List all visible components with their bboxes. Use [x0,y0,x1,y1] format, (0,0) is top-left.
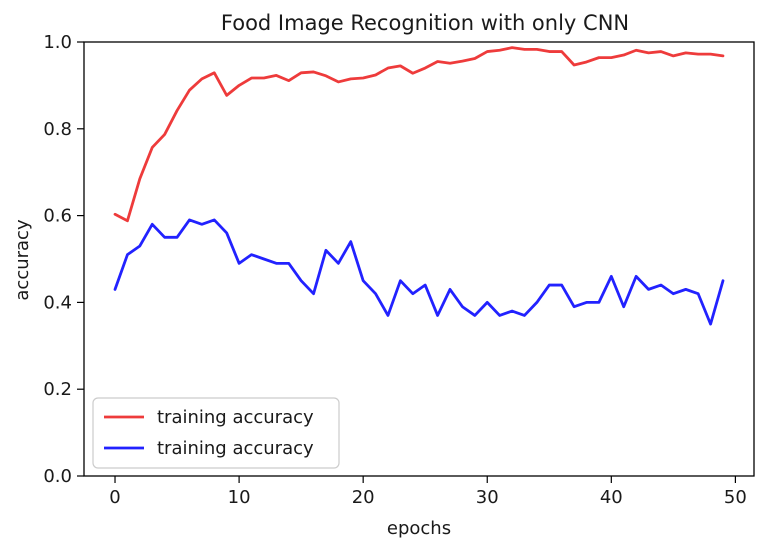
y-tick-label: 0.6 [43,206,72,227]
x-tick-label: 30 [476,487,499,508]
x-tick-label: 20 [352,487,375,508]
y-tick-label: 0.2 [43,379,72,400]
chart-title: Food Image Recognition with only CNN [221,11,629,35]
legend-label-series-2: training accuracy [157,438,314,459]
x-axis-label: epochs [387,518,451,539]
y-axis-label: accuracy [12,219,33,301]
series-line-red [113,46,725,223]
legend: training accuracy training accuracy [92,397,340,469]
plot-area [83,41,755,477]
y-axis-ticks: 0.0 0.2 0.4 0.6 0.8 1.0 [43,32,84,487]
x-tick-label: 50 [724,487,747,508]
x-tick-label: 40 [600,487,623,508]
y-tick-label: 0.0 [43,466,72,487]
x-tick-label: 10 [228,487,251,508]
x-axis-ticks: 0 10 20 30 40 50 [109,476,747,508]
legend-box [92,397,340,469]
plot-frame [83,41,755,477]
series-layer [113,46,725,326]
series-line-blue [113,218,725,326]
x-tick-label: 0 [109,487,120,508]
y-tick-label: 0.8 [43,119,72,140]
legend-label-series-1: training accuracy [157,407,314,428]
y-tick-label: 0.4 [43,292,72,313]
y-tick-label: 1.0 [43,32,72,53]
